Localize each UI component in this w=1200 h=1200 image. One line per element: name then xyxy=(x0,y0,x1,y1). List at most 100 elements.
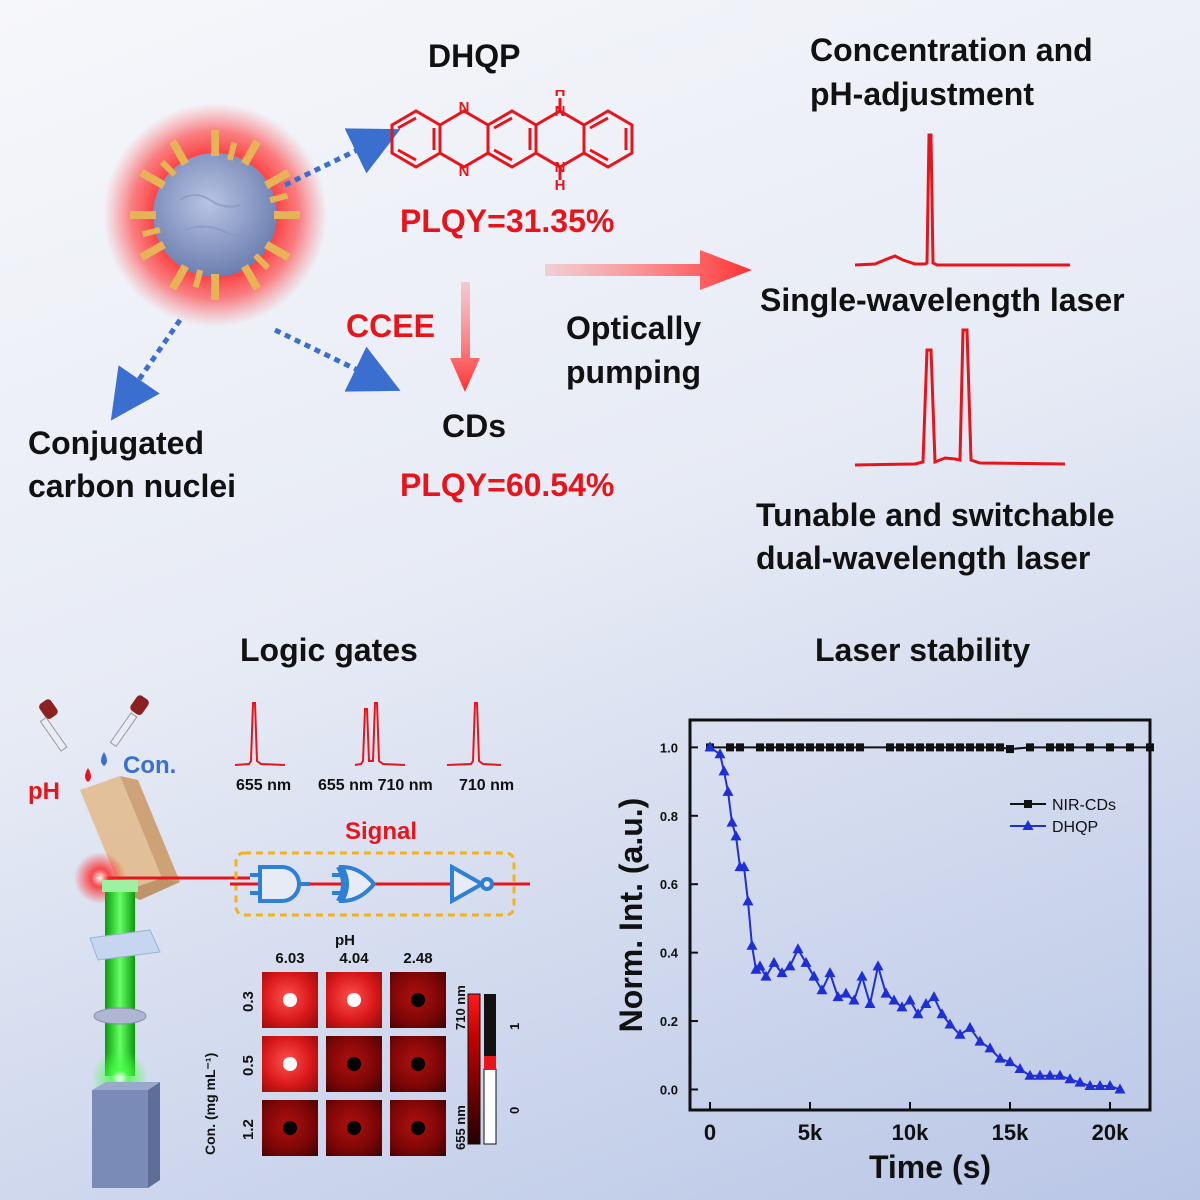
data-point-DHQP xyxy=(964,1021,976,1032)
single-laser-spectrum xyxy=(855,133,1070,267)
laser-source xyxy=(92,1090,148,1188)
logic-truth-grid: 6.03 4.04 2.48 Con. (mg mL⁻¹) 0.3 0.5 1.2 xyxy=(200,950,530,1165)
conc-line1: Concentration and xyxy=(810,32,1093,68)
optically-line1: Optically xyxy=(566,310,702,346)
optically-line2: pumping xyxy=(566,354,702,390)
mirror xyxy=(89,929,161,961)
x-tick-label: 20k xyxy=(1092,1120,1129,1145)
grid-con-axis: Con. (mg mL⁻¹) xyxy=(202,1052,218,1155)
data-point-NIR-CDs xyxy=(1106,743,1114,752)
data-point-DHQP xyxy=(760,970,772,981)
colorbar-tick-0: 0 xyxy=(507,1106,522,1114)
data-point-DHQP xyxy=(1074,1076,1086,1087)
data-point-DHQP xyxy=(800,956,812,967)
conjugated-line2: carbon nuclei xyxy=(28,468,237,504)
arrow-to-nuclei xyxy=(110,318,183,421)
grid-con-value: 0.3 xyxy=(240,991,257,1012)
data-point-DHQP xyxy=(904,994,916,1005)
state-off-dot xyxy=(347,1121,361,1135)
data-point-DHQP xyxy=(792,943,804,954)
grid-cell xyxy=(262,972,318,1028)
data-point-DHQP xyxy=(848,994,860,1005)
mol-h-bottom: H xyxy=(555,177,566,190)
x-tick-label: 5k xyxy=(798,1120,823,1145)
grid-ph-value: 2.48 xyxy=(403,950,433,967)
grid-ph-value: 4.04 xyxy=(339,950,369,967)
y-tick-label: 0.6 xyxy=(660,877,678,892)
data-point-DHQP xyxy=(994,1052,1006,1063)
plqy-cds: PLQY=60.54% xyxy=(400,467,615,503)
data-point-NIR-CDs xyxy=(1066,743,1074,752)
legend-marker-NIR-CDs xyxy=(1024,800,1032,808)
y-tick-label: 0.8 xyxy=(660,809,678,824)
state-on-dot xyxy=(347,993,361,1007)
ccee-arrow xyxy=(450,282,480,392)
state-colorbar xyxy=(467,993,497,1145)
grid-ph-value: 6.03 xyxy=(275,950,305,967)
mol-nh-top: N xyxy=(555,103,566,120)
data-point-DHQP xyxy=(754,960,766,971)
plot-frame xyxy=(688,718,1152,1112)
logic-gate-box xyxy=(230,851,530,917)
mol-nh-bottom: N xyxy=(555,159,566,176)
or-gate-icon xyxy=(338,864,377,904)
data-point-DHQP xyxy=(936,1008,948,1019)
arrow-to-cds xyxy=(273,327,401,392)
data-point-DHQP xyxy=(784,960,796,971)
data-point-NIR-CDs xyxy=(906,743,914,752)
data-point-DHQP xyxy=(840,987,852,998)
data-point-DHQP xyxy=(718,765,730,776)
legend-marker-DHQP xyxy=(1022,820,1034,830)
x-tick-label: 15k xyxy=(992,1120,1029,1145)
data-point-DHQP xyxy=(1064,1073,1076,1084)
legend-label-DHQP: DHQP xyxy=(1052,819,1098,836)
grid-con-value: 1.2 xyxy=(240,1119,257,1140)
data-point-NIR-CDs xyxy=(896,743,904,752)
data-point-NIR-CDs xyxy=(986,743,994,752)
y-tick-label: 0.0 xyxy=(660,1082,678,1097)
data-point-NIR-CDs xyxy=(786,743,794,752)
grid-cell xyxy=(262,1036,318,1092)
data-point-DHQP xyxy=(888,994,900,1005)
data-point-DHQP xyxy=(776,967,788,978)
state-on-dot xyxy=(283,1057,297,1071)
state-off-dot xyxy=(411,1057,425,1071)
cds-label: CDs xyxy=(442,408,507,444)
data-point-NIR-CDs xyxy=(836,743,844,752)
data-point-DHQP xyxy=(808,970,820,981)
dhqp-title: DHQP xyxy=(428,38,521,74)
grid-con-value: 0.5 xyxy=(240,1055,257,1076)
data-point-NIR-CDs xyxy=(856,743,864,752)
data-point-DHQP xyxy=(1034,1069,1046,1080)
arrow-to-dhqp xyxy=(283,128,401,188)
data-point-DHQP xyxy=(920,997,932,1008)
data-point-DHQP xyxy=(1114,1083,1126,1094)
data-point-NIR-CDs xyxy=(826,743,834,752)
data-point-NIR-CDs xyxy=(726,743,734,752)
data-point-NIR-CDs xyxy=(1126,743,1134,752)
data-point-DHQP xyxy=(944,1018,956,1029)
mol-n-bottom: N xyxy=(459,163,470,180)
data-point-DHQP xyxy=(730,830,742,841)
lens xyxy=(93,1007,147,1025)
data-point-NIR-CDs xyxy=(946,743,954,752)
data-point-DHQP xyxy=(1084,1080,1096,1091)
data-point-DHQP xyxy=(742,895,754,906)
data-point-DHQP xyxy=(928,991,940,1002)
data-point-DHQP xyxy=(984,1042,996,1053)
data-point-DHQP xyxy=(1054,1069,1066,1080)
con-dropper-icon xyxy=(101,695,149,766)
optical-setup xyxy=(39,695,250,1188)
con-label: Con. xyxy=(123,752,177,779)
grid-cell xyxy=(326,1100,382,1156)
ph-dropper-icon xyxy=(39,699,91,782)
y-tick-label: 1.0 xyxy=(660,740,678,755)
data-point-DHQP xyxy=(704,741,716,752)
x-axis-label: Time (s) xyxy=(869,1149,991,1185)
state-off-dot xyxy=(347,1057,361,1071)
tunable-line1: Tunable and switchable xyxy=(756,497,1115,533)
data-point-DHQP xyxy=(912,1008,924,1019)
data-point-NIR-CDs xyxy=(1046,743,1054,752)
tunable-line2: dual-wavelength laser xyxy=(756,540,1091,576)
data-point-NIR-CDs xyxy=(776,743,784,752)
